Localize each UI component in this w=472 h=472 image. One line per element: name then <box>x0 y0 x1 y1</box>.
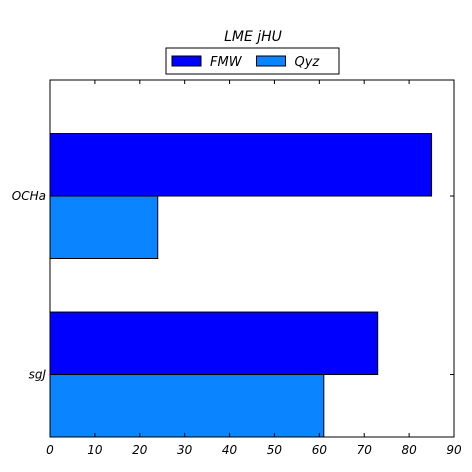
bar-fmw-sgj <box>49 311 379 376</box>
x-tick-label: 80 <box>401 443 417 457</box>
legend-label-qyz: Qyz <box>295 55 321 70</box>
x-tick-label: 70 <box>357 443 373 457</box>
x-tick-label: 0 <box>46 443 54 457</box>
x-tick-label: 60 <box>312 443 328 457</box>
x-tick-label: 90 <box>446 443 462 457</box>
bar-qyz-ocha <box>49 195 159 259</box>
x-tick-label: 10 <box>87 443 103 457</box>
x-tick-label: 20 <box>132 443 148 457</box>
bars <box>49 133 433 438</box>
legend-swatch-fmw <box>171 55 202 67</box>
legend-label-fmw: FMW <box>210 55 243 70</box>
chart-title: LME jHU <box>224 29 282 45</box>
y-tick-label-sgj: sgJ <box>29 368 47 382</box>
x-axis: 0 10 20 30 40 50 60 70 80 90 <box>46 80 462 457</box>
legend-swatch-qyz <box>256 55 286 67</box>
x-tick-label: 30 <box>177 443 193 457</box>
bar-fmw-ocha <box>49 133 433 197</box>
x-tick-label: 40 <box>222 443 238 457</box>
plot-area-frame <box>49 79 455 438</box>
legend: FMW Qyz <box>165 47 340 75</box>
bar-qyz-sgj <box>49 374 325 438</box>
y-axis: sgJ OCHa <box>12 189 454 382</box>
y-tick-label-ocha: OCHa <box>12 189 46 203</box>
x-tick-label: 50 <box>267 443 283 457</box>
